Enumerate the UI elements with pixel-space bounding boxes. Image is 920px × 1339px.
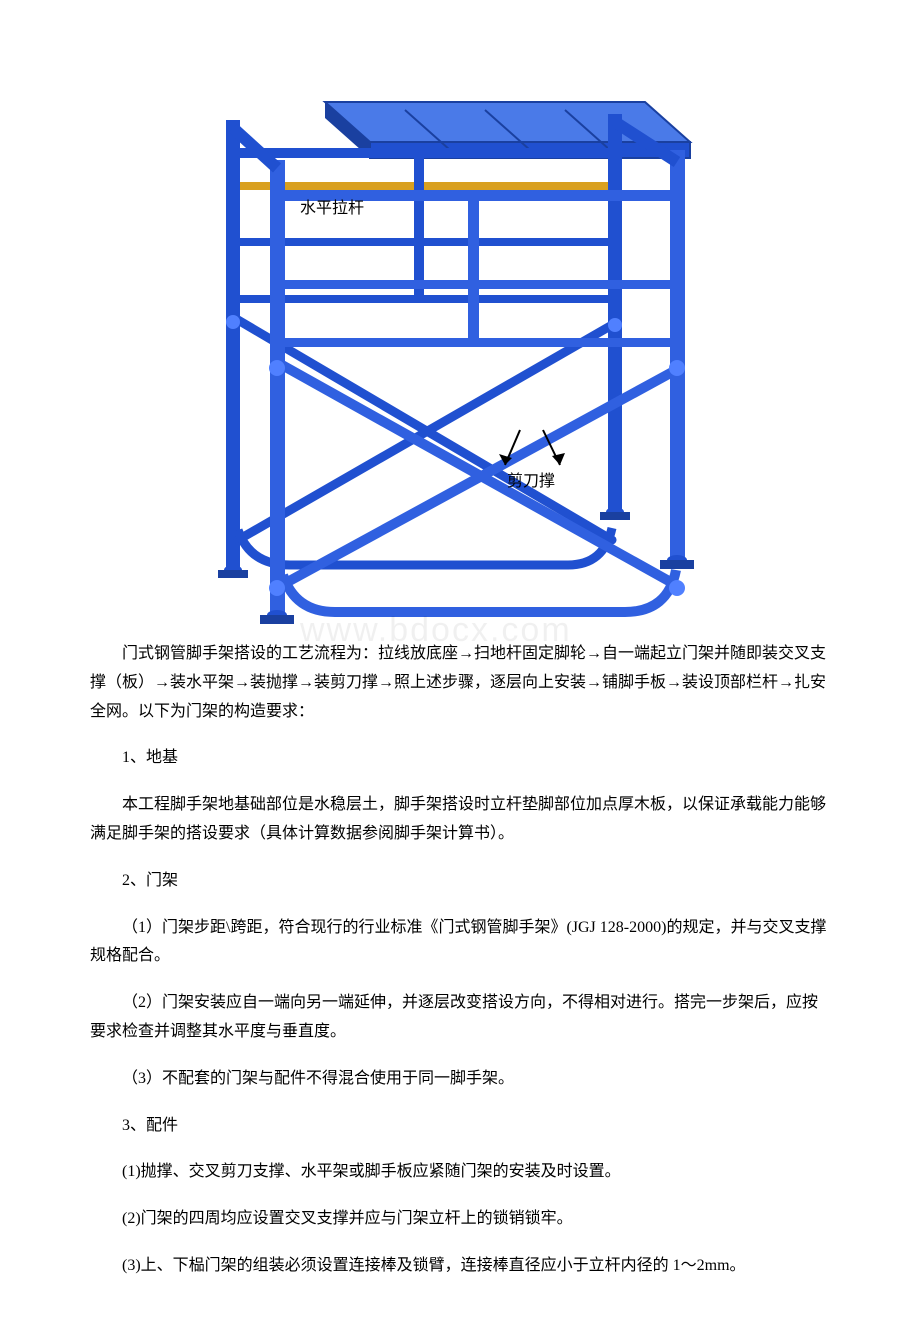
section-3-item-3: (3)上、下榀门架的组装必须设置连接棒及锁臂，连接棒直径应小于立杆内径的 1～2…	[90, 1252, 830, 1281]
post-back-right	[608, 114, 622, 512]
post-front-right	[670, 150, 685, 560]
section-2-item-1: （1）门架步距\跨距，符合现行的行业标准《门式钢管脚手架》(JGJ 128-20…	[90, 914, 830, 972]
label-horizontal-bar: 水平拉杆	[300, 195, 364, 224]
section-2-item-2: （2）门架安装应自一端向另一端延伸，并逐层改变搭设方向，不得相对进行。搭完一步架…	[90, 989, 830, 1047]
process-paragraph: 门式钢管脚手架搭设的工艺流程为：拉线放底座→扫地杆固定脚轮→自一端起立门架并随即…	[90, 640, 830, 726]
post-front-left	[270, 160, 285, 615]
scaffold-svg	[180, 40, 740, 630]
scaffold-diagram: 水平拉杆 剪刀撑 www.bdocx.com	[180, 40, 740, 630]
section-3-title: 3、配件	[90, 1112, 830, 1141]
section-3-item-2: (2)门架的四周均应设置交叉支撑并应与门架立杆上的锁销锁牢。	[90, 1205, 830, 1234]
section-1-title: 1、地基	[90, 744, 830, 773]
section-1-body: 本工程脚手架地基础部位是水稳层土，脚手架搭设时立杆垫脚部位加点厚木板，以保证承载…	[90, 791, 830, 849]
section-2-item-3: （3）不配套的门架与配件不得混合使用于同一脚手架。	[90, 1065, 830, 1094]
section-3-item-1: (1)抛撑、交叉剪刀支撑、水平架或脚手板应紧随门架的安装及时设置。	[90, 1158, 830, 1187]
label-scissors: 剪刀撑	[507, 468, 555, 497]
post-back-left	[226, 120, 240, 570]
section-2-title: 2、门架	[90, 867, 830, 896]
